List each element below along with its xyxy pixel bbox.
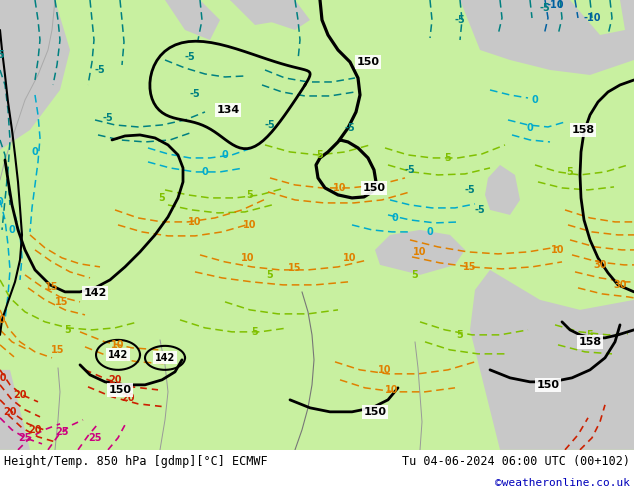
- Text: 20: 20: [121, 393, 135, 403]
- Polygon shape: [210, 0, 310, 30]
- Text: 10: 10: [333, 183, 347, 193]
- Text: 5: 5: [252, 327, 259, 337]
- Text: Tu 04-06-2024 06:00 UTC (00+102): Tu 04-06-2024 06:00 UTC (00+102): [402, 455, 630, 467]
- Text: 20: 20: [13, 390, 27, 400]
- Text: -5: -5: [0, 50, 5, 60]
- Text: 158: 158: [571, 125, 595, 135]
- Text: -5: -5: [94, 65, 105, 75]
- Polygon shape: [0, 0, 634, 450]
- Text: 15: 15: [51, 345, 65, 355]
- Text: 5: 5: [411, 270, 418, 280]
- Text: 15: 15: [463, 262, 477, 272]
- Text: 20: 20: [108, 375, 122, 385]
- Text: 5: 5: [247, 190, 254, 200]
- Text: 150: 150: [363, 407, 387, 417]
- Text: 30: 30: [613, 280, 627, 290]
- Polygon shape: [530, 130, 630, 240]
- Text: 10: 10: [385, 385, 399, 395]
- Text: 0: 0: [222, 150, 228, 160]
- Text: 5: 5: [158, 193, 165, 203]
- Text: 10: 10: [243, 220, 257, 230]
- Text: -5: -5: [103, 113, 113, 123]
- Text: 10: 10: [188, 217, 202, 227]
- Polygon shape: [470, 270, 634, 450]
- Text: 10: 10: [242, 253, 255, 263]
- Text: -5: -5: [455, 15, 465, 25]
- Text: -5: -5: [404, 165, 415, 175]
- Text: 25: 25: [55, 427, 68, 437]
- Text: 15: 15: [55, 297, 68, 307]
- Text: 142: 142: [83, 288, 107, 298]
- Text: 0: 0: [202, 167, 209, 177]
- Polygon shape: [560, 0, 625, 35]
- Text: -5: -5: [475, 205, 486, 215]
- Text: -5: -5: [190, 89, 200, 99]
- Polygon shape: [375, 230, 465, 275]
- Text: -5: -5: [184, 52, 195, 62]
- Text: -5: -5: [345, 123, 356, 133]
- Text: -10: -10: [547, 0, 564, 10]
- Polygon shape: [130, 0, 220, 40]
- Text: 0: 0: [427, 227, 434, 237]
- Polygon shape: [0, 0, 70, 150]
- Text: 150: 150: [108, 385, 131, 395]
- Text: -5: -5: [465, 185, 476, 195]
- Text: 0: 0: [392, 213, 398, 223]
- Text: 5: 5: [316, 150, 323, 160]
- Text: 0: 0: [32, 147, 39, 157]
- Polygon shape: [0, 370, 30, 450]
- Text: 5: 5: [586, 330, 593, 340]
- Text: 0: 0: [532, 95, 538, 105]
- Text: 20: 20: [3, 407, 16, 417]
- Text: 10: 10: [111, 340, 125, 350]
- Text: 5: 5: [567, 167, 573, 177]
- Text: ©weatheronline.co.uk: ©weatheronline.co.uk: [495, 478, 630, 488]
- Text: 10: 10: [551, 245, 565, 255]
- Text: -5: -5: [540, 3, 550, 13]
- Text: 15: 15: [288, 263, 302, 273]
- Text: 10: 10: [378, 365, 392, 375]
- Text: 0: 0: [527, 123, 533, 133]
- Text: 5: 5: [456, 330, 463, 340]
- Text: 10: 10: [343, 253, 357, 263]
- Text: 150: 150: [363, 183, 385, 193]
- Text: 20: 20: [29, 425, 42, 435]
- Text: Height/Temp. 850 hPa [gdmp][°C] ECMWF: Height/Temp. 850 hPa [gdmp][°C] ECMWF: [4, 455, 268, 467]
- Polygon shape: [420, 0, 634, 75]
- Polygon shape: [485, 165, 520, 215]
- Polygon shape: [225, 0, 290, 25]
- Text: 10: 10: [413, 247, 427, 257]
- Text: 25: 25: [88, 433, 101, 443]
- Text: 15: 15: [45, 282, 59, 292]
- Text: 0: 0: [0, 197, 3, 207]
- Text: -10: -10: [583, 13, 601, 23]
- Text: 10: 10: [0, 315, 7, 325]
- Text: -5: -5: [264, 120, 275, 130]
- Text: 25: 25: [18, 433, 32, 443]
- Text: 142: 142: [155, 353, 175, 363]
- Text: 5: 5: [267, 270, 273, 280]
- Text: 30: 30: [593, 260, 607, 270]
- Text: 134: 134: [216, 105, 240, 115]
- Text: 5: 5: [65, 325, 72, 335]
- Text: 5: 5: [444, 153, 451, 163]
- Text: 158: 158: [578, 337, 602, 347]
- Text: 142: 142: [108, 350, 128, 360]
- Text: 150: 150: [536, 380, 559, 390]
- Text: 20: 20: [0, 373, 7, 383]
- Text: 0: 0: [9, 225, 15, 235]
- Text: 150: 150: [356, 57, 380, 67]
